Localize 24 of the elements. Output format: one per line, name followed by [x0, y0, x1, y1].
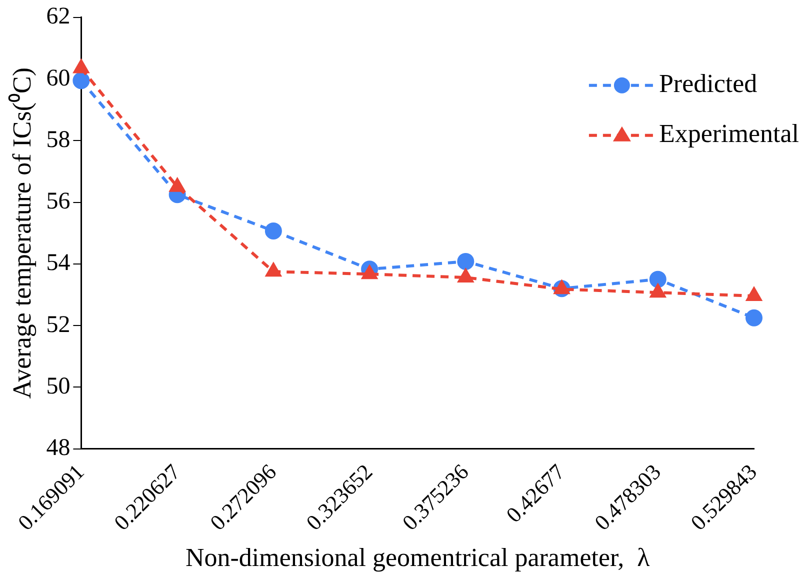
- point: [457, 252, 474, 270]
- y-tick-label: 60: [46, 65, 70, 92]
- point: [746, 309, 762, 326]
- y-tick-label: 52: [46, 312, 70, 338]
- point: [746, 287, 762, 301]
- y-tick-label: 50: [46, 373, 70, 400]
- legend-label: Experimental: [658, 119, 800, 148]
- y-tick-label: 62: [46, 4, 70, 30]
- y-axis-title: Average temperature of ICs(⁰C): [7, 67, 36, 399]
- point: [650, 284, 666, 298]
- point: [72, 72, 90, 90]
- point: [458, 268, 474, 282]
- y-tick-label: 48: [46, 435, 70, 462]
- point: [170, 178, 185, 192]
- x-axis-title: Non-dimensional geomentrical parameter, λ: [185, 543, 650, 572]
- y-tick-label: 58: [46, 126, 70, 153]
- y-tick-label: 56: [46, 188, 70, 215]
- point: [264, 222, 282, 240]
- legend-label: Predicted: [658, 69, 758, 98]
- y-tick-label: 54: [46, 250, 70, 276]
- point: [649, 270, 666, 288]
- point: [266, 263, 281, 277]
- point: [554, 280, 570, 294]
- point: [362, 266, 378, 280]
